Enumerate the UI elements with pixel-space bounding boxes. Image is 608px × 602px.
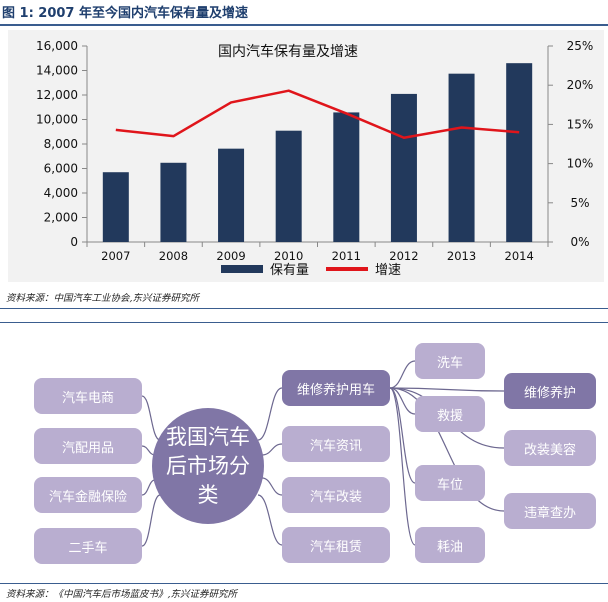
- chart-source: 资料来源：中国汽车工业协会,东兴证券研究所: [6, 293, 200, 304]
- connector-use-wash: [389, 360, 416, 389]
- x-tick-label: 2008: [159, 249, 188, 263]
- node-auto-info: 汽车资讯: [282, 426, 390, 462]
- mindmap-source: 资料来源：《中国汽车后市场蓝皮书》,东兴证券研究所: [6, 589, 238, 600]
- source-rule-1: [0, 308, 608, 309]
- connector-use-rescue: [389, 387, 416, 415]
- connector-use-violation: [389, 387, 505, 512]
- source-rule-2: [0, 583, 608, 584]
- x-tick-label: 2009: [216, 249, 245, 263]
- bar-2009: [218, 148, 245, 242]
- connector-center-finance: [141, 479, 156, 496]
- y-right-tick-label: 15%: [567, 117, 594, 131]
- y-left-tick-label: 0: [70, 235, 78, 249]
- legend-label-bar: 保有量: [270, 263, 309, 278]
- x-tick-label: 2010: [274, 249, 303, 263]
- y-left-tick-label: 4,000: [44, 186, 78, 200]
- bar-2010: [275, 130, 302, 242]
- y-right-tick-label: 25%: [567, 39, 594, 53]
- y-left-tick-label: 6,000: [44, 162, 78, 176]
- section-rule: [0, 322, 608, 323]
- y-left-tick-label: 8,000: [44, 137, 78, 151]
- chart-svg: 0 2,000 4,000 6,000 8,000 10,000 12,000 14,000 1…: [36, 39, 594, 278]
- y-right-tick-label: 20%: [567, 78, 594, 92]
- y-left-tick-label: 16,000: [36, 39, 78, 53]
- legend-label-line: 增速: [375, 263, 401, 278]
- connector-use-fuel: [389, 387, 416, 546]
- connector-center-maintenance-use: [257, 387, 283, 441]
- node-modify-beauty: 改装美容: [504, 430, 596, 466]
- connector-center-modification: [261, 477, 283, 496]
- header-rule: [0, 24, 608, 26]
- y-right-tick-label: 0%: [570, 235, 589, 249]
- node-auto-parts: 汽配用品: [34, 428, 142, 464]
- chart-panel: 0 2,000 4,000 6,000 8,000 10,000 12,000 14,000 1…: [8, 30, 604, 282]
- node-auto-modification: 汽车改装: [282, 477, 390, 513]
- node-maintenance-use: 维修养护用车: [282, 370, 390, 406]
- y-left-tick-label: 2,000: [44, 211, 78, 225]
- chart-title: 国内汽车保有量及增速: [218, 43, 358, 60]
- mindmap-center-node: 我国汽车后市场分类: [152, 408, 264, 524]
- node-rescue: 救援: [415, 396, 485, 432]
- x-tick-label: 2012: [389, 249, 418, 263]
- node-car-wash: 洗车: [415, 343, 485, 379]
- y-right-tick-label: 5%: [570, 196, 589, 210]
- connector-center-rental: [257, 494, 283, 546]
- node-auto-rental: 汽车租赁: [282, 527, 390, 563]
- bar-2008: [160, 162, 187, 242]
- y-right-tick-label: 10%: [567, 157, 594, 171]
- bar-2007: [102, 172, 129, 242]
- bar-2012: [390, 93, 417, 242]
- node-maintenance: 维修养护: [504, 373, 596, 409]
- node-parking: 车位: [415, 465, 485, 501]
- bar-2011: [333, 112, 360, 243]
- bar-2014: [506, 63, 533, 242]
- x-tick-label: 2011: [332, 249, 361, 263]
- x-tick-label: 2007: [101, 249, 130, 263]
- connector-center-info: [261, 443, 283, 456]
- legend-swatch-line: [326, 267, 368, 271]
- y-left-tick-label: 12,000: [36, 88, 78, 102]
- x-tick-label: 2014: [505, 249, 534, 263]
- node-violation-handling: 违章查办: [504, 493, 596, 529]
- figure-title: 图 1: 2007 年至今国内汽车保有量及增速: [2, 6, 249, 21]
- node-used-cars: 二手车: [34, 528, 142, 564]
- growth-line: [115, 89, 520, 139]
- node-auto-finance: 汽车金融保险: [34, 477, 142, 513]
- y-left-tick-label: 14,000: [36, 64, 78, 78]
- connector-use-parking: [389, 387, 416, 484]
- y-left-tick-label: 10,000: [36, 113, 78, 127]
- node-auto-ecommerce: 汽车电商: [34, 378, 142, 414]
- legend-swatch-bar: [221, 265, 263, 273]
- bar-2013: [448, 73, 475, 242]
- node-fuel: 耗油: [415, 527, 485, 563]
- connector-use-maintenance: [389, 387, 505, 392]
- x-tick-label: 2013: [447, 249, 476, 263]
